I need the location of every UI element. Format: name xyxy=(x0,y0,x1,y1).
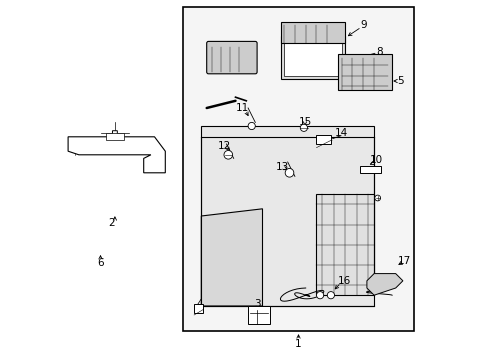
Bar xyxy=(106,133,123,140)
Bar xyxy=(194,304,203,313)
Circle shape xyxy=(300,124,307,131)
Text: 6: 6 xyxy=(97,258,103,268)
FancyBboxPatch shape xyxy=(206,41,257,74)
Text: 13: 13 xyxy=(275,162,288,172)
Bar xyxy=(247,306,269,324)
Circle shape xyxy=(285,168,293,177)
Text: 5: 5 xyxy=(397,76,403,86)
Text: 4: 4 xyxy=(196,299,203,309)
Text: 12: 12 xyxy=(218,141,231,151)
Bar xyxy=(337,54,391,90)
Bar xyxy=(284,40,341,76)
Text: 2: 2 xyxy=(108,218,114,228)
Text: 15: 15 xyxy=(298,117,311,127)
Text: 10: 10 xyxy=(368,155,382,165)
Text: 16: 16 xyxy=(337,276,350,286)
Text: 8: 8 xyxy=(375,47,382,57)
Circle shape xyxy=(326,292,334,299)
Circle shape xyxy=(316,292,323,299)
Text: 3: 3 xyxy=(253,299,260,309)
Bar xyxy=(359,166,381,173)
Bar xyxy=(316,135,330,144)
Circle shape xyxy=(224,150,232,159)
Circle shape xyxy=(247,122,255,130)
Text: 7: 7 xyxy=(214,44,221,54)
Text: 14: 14 xyxy=(334,128,347,138)
Text: 11: 11 xyxy=(236,103,249,113)
Polygon shape xyxy=(68,137,165,173)
Bar xyxy=(280,22,345,43)
Bar xyxy=(316,194,373,295)
Text: 1: 1 xyxy=(295,339,301,349)
Text: 9: 9 xyxy=(359,20,366,30)
Bar xyxy=(280,36,345,79)
Polygon shape xyxy=(107,131,122,140)
Polygon shape xyxy=(201,209,262,306)
Text: 17: 17 xyxy=(397,256,410,266)
Polygon shape xyxy=(366,274,402,295)
Circle shape xyxy=(374,195,380,201)
Bar xyxy=(183,7,413,331)
Bar xyxy=(201,126,373,306)
